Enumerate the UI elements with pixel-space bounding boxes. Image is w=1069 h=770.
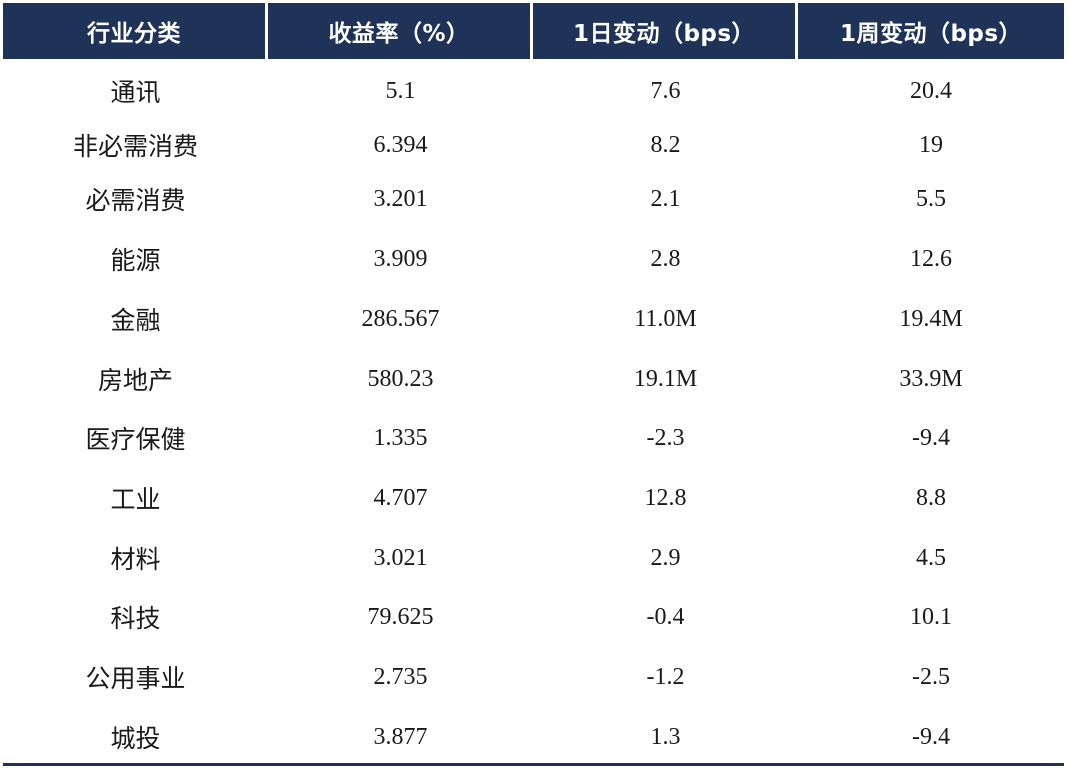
yield-cell: 3.201 [373,185,428,212]
change-1d-cell: -1.2 [646,663,685,690]
yield-cell: 1.335 [373,424,428,451]
change-1d-cell: 2.1 [650,185,681,212]
category-cell: 材料 [110,545,161,574]
yield-cell: 3.877 [373,723,428,750]
change-1w-cell: 5.5 [916,185,946,212]
category-cell: 能源 [110,246,161,275]
table-row: 房地产 580.23 19.1M 33.9M [3,354,1064,404]
category-cell: 公用事业 [85,664,186,693]
change-1w-cell: 20.4 [910,77,952,104]
yield-cell: 5.1 [385,77,416,104]
change-1d-cell: 12.8 [644,484,687,511]
change-1d-cell: 2.9 [650,544,681,571]
change-1w-cell: 8.8 [916,484,946,511]
header-1w-change: 1周变动（bps） [798,3,1064,59]
category-cell: 工业 [110,485,161,514]
change-1d-cell: -2.3 [646,424,685,451]
change-1w-cell: -9.4 [912,723,950,750]
change-1w-cell: 4.5 [916,544,946,571]
change-1w-cell: 10.1 [910,603,952,630]
change-1d-cell: 2.8 [650,245,681,272]
change-1d-cell: 11.0M [634,305,697,332]
table-row: 通讯 5.1 7.6 20.4 [3,66,1064,116]
sector-yield-table: 行业分类 收益率（%） 1日变动（bps） 1周变动（bps） [3,3,1064,59]
category-cell: 通讯 [110,78,161,107]
table-bottom-border [3,763,1064,766]
category-cell: 科技 [110,604,161,633]
table-row: 能源 3.909 2.8 12.6 [3,234,1064,284]
category-cell: 金融 [110,306,161,335]
table-row: 公用事业 2.735 -1.2 -2.5 [3,652,1064,702]
change-1w-cell: 19 [919,131,943,158]
yield-cell: 3.909 [373,245,428,272]
table-row: 工业 4.707 12.8 8.8 [3,473,1064,523]
yield-cell: 2.735 [373,663,428,690]
yield-cell: 4.707 [373,484,428,511]
table-row: 医疗保健 1.335 -2.3 -9.4 [3,413,1064,463]
change-1d-cell: 8.2 [650,131,681,158]
category-cell: 房地产 [97,366,173,395]
table-row: 金融 286.567 11.0M 19.4M [3,294,1064,344]
change-1w-cell: 12.6 [910,245,952,272]
change-1d-cell: 19.1M [633,365,698,392]
category-cell: 非必需消费 [72,132,198,161]
header-industry-category: 行业分类 [3,3,265,59]
change-1w-cell: -2.5 [912,663,950,690]
change-1w-cell: 33.9M [899,365,963,392]
table-header: 行业分类 收益率（%） 1日变动（bps） 1周变动（bps） [3,3,1064,59]
header-yield: 收益率（%） [268,3,530,59]
yield-cell: 3.021 [373,544,428,571]
change-1d-cell: -0.4 [646,603,685,630]
table-row: 城投 3.877 1.3 -9.4 [3,712,1064,762]
category-cell: 医疗保健 [85,425,186,454]
header-1d-change: 1日变动（bps） [533,3,795,59]
yield-cell: 79.625 [367,603,434,630]
category-cell: 城投 [110,724,161,753]
category-cell: 必需消费 [85,186,186,215]
table-row: 科技 79.625 -0.4 10.1 [3,592,1064,642]
table-row: 材料 3.021 2.9 4.5 [3,533,1064,583]
yield-cell: 6.394 [373,131,428,158]
change-1w-cell: 19.4M [899,305,963,332]
table-row: 非必需消费 6.394 8.2 19 [3,120,1064,170]
table-row: 必需消费 3.201 2.1 5.5 [3,174,1064,224]
change-1d-cell: 7.6 [650,77,681,104]
change-1d-cell: 1.3 [650,723,681,750]
yield-cell: 286.567 [361,305,440,332]
change-1w-cell: -9.4 [912,424,950,451]
yield-cell: 580.23 [367,365,434,392]
